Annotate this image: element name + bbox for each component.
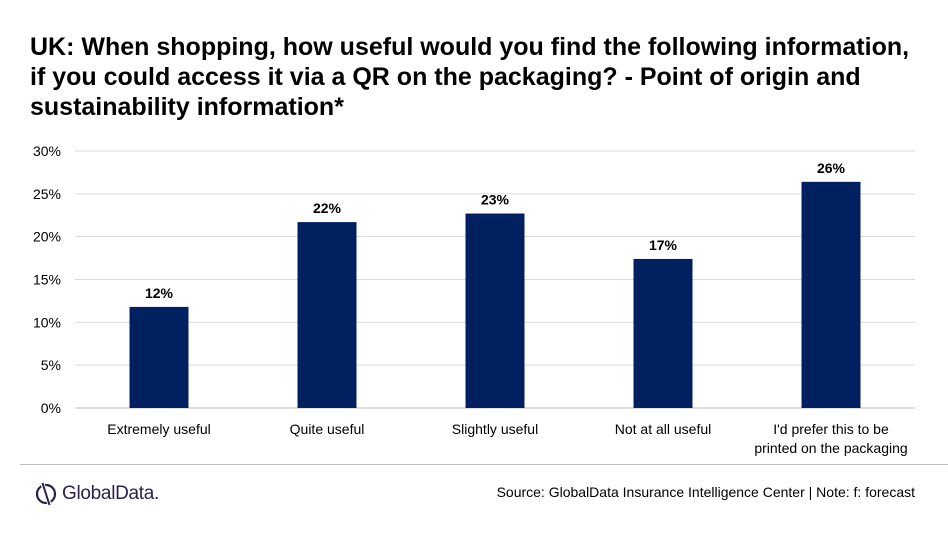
x-tick-label: I'd prefer this to be printed on the pack…: [754, 421, 907, 456]
data-label: 26%: [817, 160, 846, 176]
bar: [129, 306, 189, 408]
bar: [465, 213, 525, 408]
logo-text: GlobalData.: [62, 483, 160, 504]
data-label: 23%: [481, 192, 510, 208]
y-tick-label: 25%: [33, 186, 61, 202]
globaldata-logo-icon: [35, 481, 57, 507]
data-label: 22%: [313, 200, 342, 216]
x-tick-label: Not at all useful: [615, 421, 712, 437]
bar: [801, 181, 861, 408]
source-note: Source: GlobalData Insurance Intelligenc…: [496, 484, 915, 500]
x-tick-label: Quite useful: [290, 421, 365, 437]
bar: [297, 222, 357, 408]
bar: [633, 258, 693, 408]
bar-chart: 0% 5% 10% 15% 20% 25% 30% 12% Extremely useful 22…: [33, 143, 915, 456]
y-tick-label: 10%: [33, 314, 61, 330]
y-tick-label: 0%: [41, 400, 61, 416]
y-tick-label: 30%: [33, 143, 61, 159]
chart-title: UK: When shopping, how useful would you …: [30, 33, 910, 121]
footer-divider: [20, 464, 948, 465]
x-tick-label: Slightly useful: [452, 421, 538, 437]
y-tick-label: 20%: [33, 229, 61, 245]
x-tick-label: Extremely useful: [107, 421, 210, 437]
globaldata-logo: GlobalData.: [34, 481, 159, 507]
y-tick-label: 15%: [33, 272, 61, 288]
data-label: 17%: [649, 237, 678, 253]
y-tick-label: 5%: [41, 357, 61, 373]
data-label: 12%: [145, 285, 174, 301]
